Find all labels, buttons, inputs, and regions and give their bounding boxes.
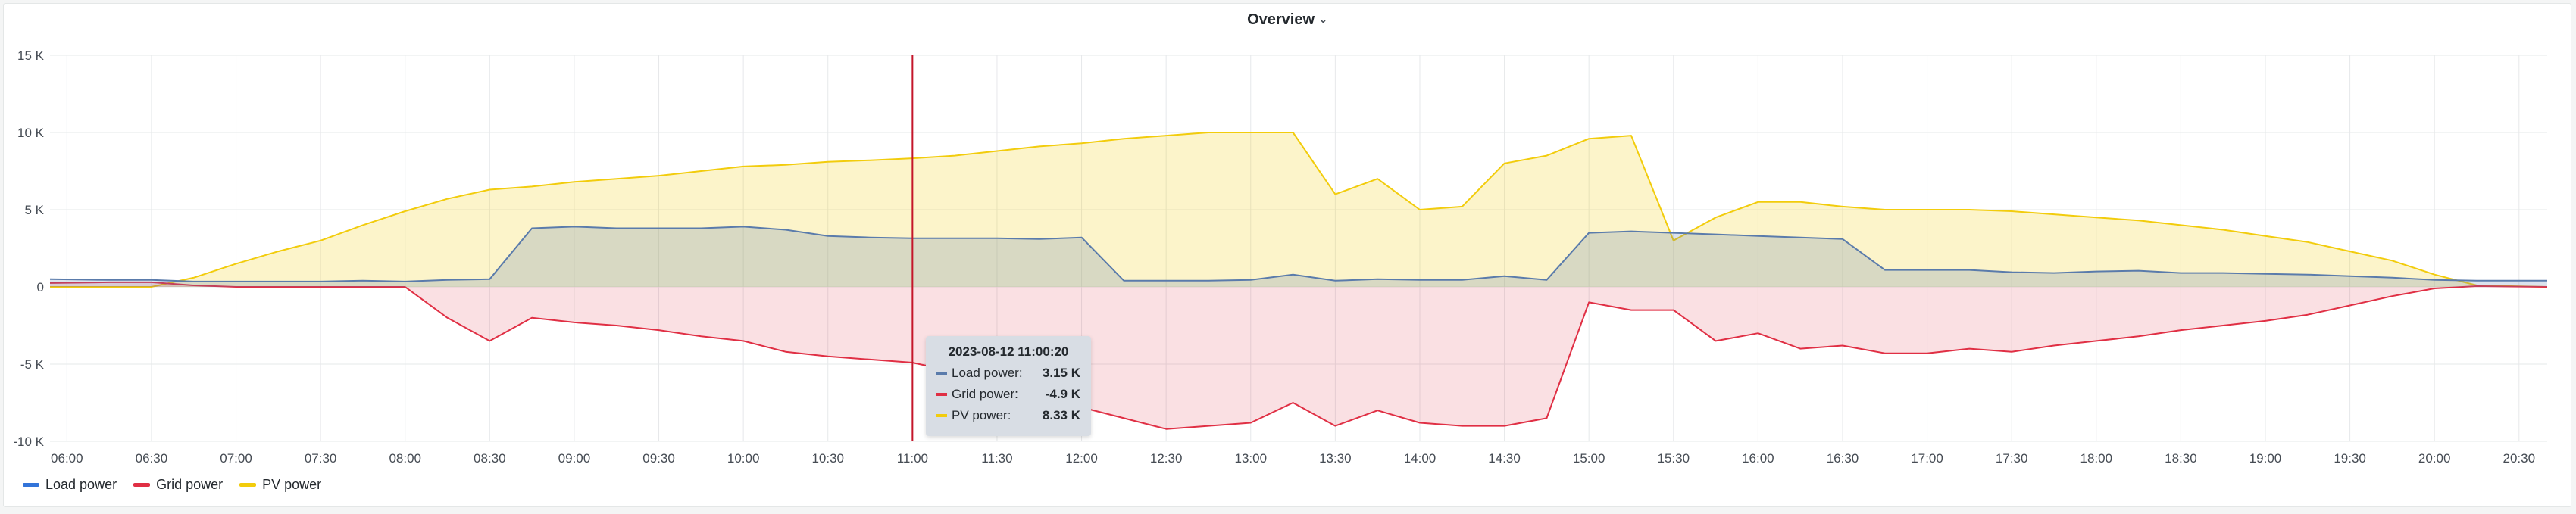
pv-series-area bbox=[50, 132, 2547, 287]
tooltip-row-label: Load power: bbox=[952, 366, 1023, 380]
x-tick-label: 10:00 bbox=[727, 451, 760, 466]
tooltip-row-grid: Grid power: -4.9 K bbox=[926, 387, 1091, 402]
legend-label: Grid power bbox=[156, 477, 224, 492]
legend-label: Load power bbox=[45, 477, 117, 492]
chart-panel: Overview ⌄ bbox=[3, 3, 2571, 507]
x-tick-label: 12:30 bbox=[1150, 451, 1183, 466]
grid-swatch-icon bbox=[936, 393, 947, 396]
x-tick-label: 19:30 bbox=[2334, 451, 2366, 466]
legend-item-grid[interactable]: Grid power bbox=[133, 477, 223, 493]
x-tick-label: 15:00 bbox=[1573, 451, 1605, 466]
x-tick-label: 12:00 bbox=[1065, 451, 1098, 466]
y-tick-label: -5 K bbox=[20, 357, 45, 372]
x-tick-label: 18:30 bbox=[2165, 451, 2197, 466]
x-tick-label: 07:30 bbox=[305, 451, 337, 466]
x-tick-label: 16:00 bbox=[1742, 451, 1774, 466]
panel-title-text[interactable]: Overview bbox=[1247, 11, 1315, 28]
x-tick-label: 06:30 bbox=[136, 451, 168, 466]
grid-series-line bbox=[49, 281, 2548, 430]
tooltip-row-value: 3.15 K bbox=[1042, 366, 1080, 380]
load-series-line bbox=[49, 226, 2547, 282]
y-tick-label: 0 bbox=[37, 280, 44, 294]
tooltip-title: 2023-08-12 11:00:20 bbox=[948, 344, 1069, 359]
tooltip-row-pv: PV power: 8.33 K bbox=[926, 408, 1091, 423]
y-tick-label: -10 K bbox=[13, 435, 44, 449]
legend-item-pv[interactable]: PV power bbox=[239, 477, 321, 493]
x-tick-label: 14:00 bbox=[1404, 451, 1436, 466]
load-series-area bbox=[50, 226, 2547, 287]
x-tick-label: 06:00 bbox=[51, 451, 83, 466]
tooltip-row-label: PV power: bbox=[952, 408, 1011, 422]
y-tick-label: 15 K bbox=[17, 48, 45, 63]
tooltip-row-load: Load power: 3.15 K bbox=[926, 366, 1091, 381]
grid-series-area bbox=[50, 282, 2547, 429]
panel-title[interactable]: Overview ⌄ bbox=[4, 11, 2571, 29]
x-tick-label: 16:30 bbox=[1827, 451, 1859, 466]
legend-label: PV power bbox=[262, 477, 322, 492]
x-tick-label: 13:30 bbox=[1319, 451, 1352, 466]
x-tick-label: 15:30 bbox=[1657, 451, 1690, 466]
y-tick-label: 10 K bbox=[17, 126, 45, 140]
load-swatch-icon bbox=[936, 372, 947, 375]
tooltip-row-value: -4.9 K bbox=[1045, 387, 1080, 401]
x-tick-label: 08:30 bbox=[474, 451, 506, 466]
tooltip-row-label: Grid power: bbox=[952, 387, 1018, 401]
chevron-down-icon[interactable]: ⌄ bbox=[1319, 14, 1327, 25]
x-tick-label: 13:00 bbox=[1234, 451, 1267, 466]
legend-item-load[interactable]: Load power bbox=[23, 477, 117, 493]
x-tick-label: 09:30 bbox=[642, 451, 675, 466]
x-tick-label: 20:30 bbox=[2503, 451, 2536, 466]
x-tick-label: 11:00 bbox=[897, 451, 928, 466]
pv-legend-icon bbox=[239, 483, 257, 487]
grid-legend-icon bbox=[133, 483, 151, 487]
y-tick-label: 5 K bbox=[24, 203, 44, 217]
x-tick-label: 07:00 bbox=[220, 451, 252, 466]
x-tick-label: 09:00 bbox=[558, 451, 591, 466]
chart-tooltip: 2023-08-12 11:00:20 Load power: 3.15 K G… bbox=[926, 336, 1091, 436]
load-legend-icon bbox=[23, 483, 39, 487]
pv-series-line bbox=[50, 132, 2548, 288]
x-tick-label: 10:30 bbox=[811, 451, 844, 466]
pv-swatch-icon bbox=[936, 414, 947, 417]
x-tick-label: 18:00 bbox=[2080, 451, 2113, 466]
x-tick-label: 14:30 bbox=[1488, 451, 1521, 466]
x-tick-label: 20:00 bbox=[2418, 451, 2451, 466]
chart-legend: Load power Grid power PV power bbox=[23, 477, 321, 493]
tooltip-row-value: 8.33 K bbox=[1042, 408, 1080, 422]
x-tick-label: 19:00 bbox=[2249, 451, 2282, 466]
x-tick-label: 11:30 bbox=[981, 451, 1012, 466]
x-tick-label: 17:00 bbox=[1911, 451, 1943, 466]
x-tick-label: 08:00 bbox=[389, 451, 421, 466]
x-tick-label: 17:30 bbox=[1996, 451, 2028, 466]
